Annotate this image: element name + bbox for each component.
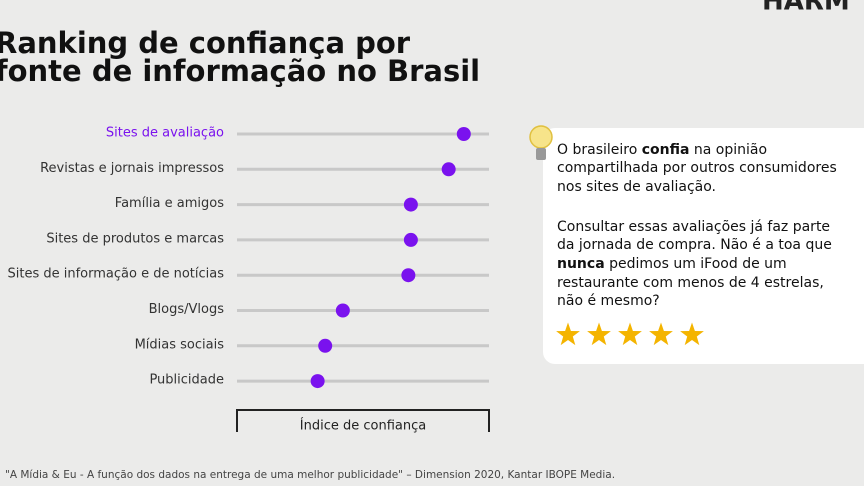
callout-text: da jornada de compra. Não é a toa que [557,237,832,253]
stars [556,322,704,346]
dot [335,303,350,318]
star [680,322,704,346]
callout-text: pedimos um iFood de um [605,256,787,272]
category-label: Família e amigos [115,196,224,211]
dot [403,232,418,247]
star [618,322,642,346]
callout-line: O brasileiro confia na opinião [557,142,767,158]
callout-text: confia [642,142,690,158]
category-label: Sites de informação e de notícias [8,267,225,282]
callout-text: não é mesmo? [557,293,660,309]
dot [441,162,456,177]
source: "A Mídia & Eu - A função dos dados na en… [5,469,615,481]
callout-line: Consultar essas avaliações já faz parte [557,219,830,235]
category-label: Sites de avaliação [106,126,224,141]
star [649,322,673,346]
callout-text: Consultar essas avaliações já faz parte [557,219,830,235]
dot [318,338,333,353]
callout-text: nos sites de avaliação. [557,179,716,195]
callout-line: não é mesmo? [557,293,660,309]
callout-text: nunca [557,256,605,272]
category-label: Publicidade [149,373,224,388]
callout-line: nos sites de avaliação. [557,179,716,195]
lightbulb-icon [529,125,553,160]
category-label: Revistas e jornais impressos [40,161,224,176]
dot [403,197,418,212]
title-line: fonte de informação no Brasil [0,54,480,88]
title-line: Ranking de confiança por [0,26,411,60]
x-axis-label: Índice de confiança [300,418,426,434]
callout-text: restaurante com menos de 4 estrelas, [557,275,824,291]
callout-text: na opinião [689,142,767,158]
category-label: Blogs/Vlogs [149,302,225,317]
callout-box [543,128,864,364]
star [587,322,611,346]
callout-text: compartilhada por outros consumidores [557,160,837,176]
callout-line: da jornada de compra. Não é a toa que [557,237,832,253]
callout-line: nunca pedimos um iFood de um [557,256,787,272]
category-label: Mídias sociais [135,337,225,352]
callout-line: restaurante com menos de 4 estrelas, [557,275,824,291]
dot [310,374,325,389]
brand: HARM [762,0,850,17]
callout-text: O brasileiro [557,142,642,158]
dot [401,268,416,283]
callout-line: compartilhada por outros consumidores [557,160,837,176]
star [556,322,580,346]
category-label: Sites de produtos e marcas [46,231,224,246]
dot [456,127,471,141]
axis-bracket [236,409,490,432]
